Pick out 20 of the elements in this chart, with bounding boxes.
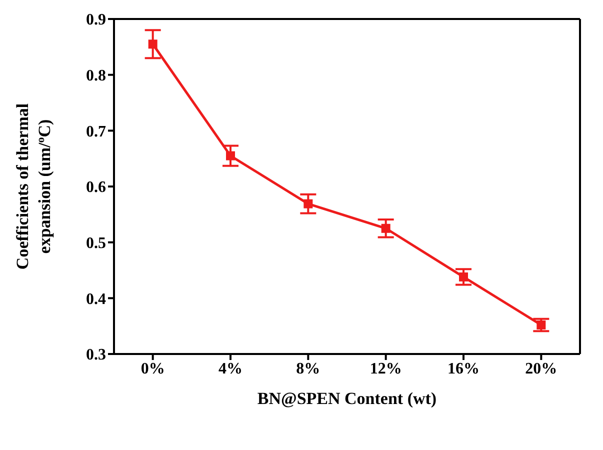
point [148, 40, 158, 49]
x-tick-label: 8% [296, 360, 320, 378]
y-tick-label: 0.3 [86, 346, 106, 364]
x-tick-label: 0% [140, 360, 165, 378]
point [381, 224, 390, 233]
y-tick-label: 0.4 [86, 290, 106, 308]
point [226, 151, 235, 160]
x-tick-label: 12% [370, 360, 402, 378]
y-tick-label: 0.8 [86, 68, 106, 85]
x-axis-title: BN@SPEN Content (wt) [257, 389, 437, 408]
x-tick-label: 20% [525, 360, 558, 378]
x-tick-label: 4% [218, 360, 242, 378]
point [459, 272, 468, 282]
y-tick-label: 0.6 [86, 179, 106, 196]
y-tick-label: 0.5 [86, 235, 106, 252]
point [536, 320, 546, 330]
point [304, 199, 313, 208]
y-tick-label: 0.9 [86, 12, 106, 29]
x-tick-label: 16% [448, 360, 480, 378]
y-tick-label: 0.7 [86, 123, 106, 140]
